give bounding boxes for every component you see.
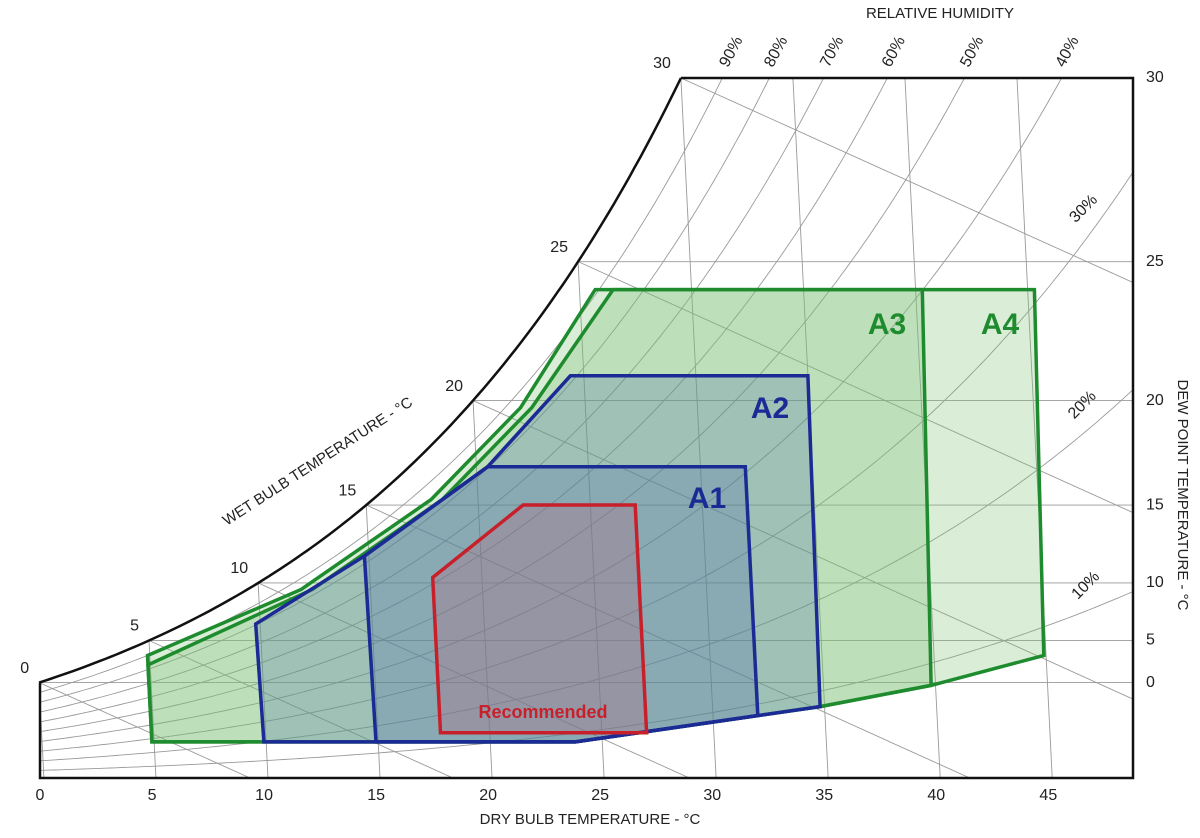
envelope-label: A4 (981, 308, 1020, 341)
rh-curve (39, 526, 1134, 773)
wet-bulb-label: 5 (130, 618, 139, 635)
y-tick-label: 30 (1146, 69, 1164, 86)
grid-line (1016, 78, 1053, 778)
wet-bulb-line (39, 682, 255, 778)
x-tick-label: 40 (927, 787, 945, 804)
x-tick-label: 35 (815, 787, 833, 804)
rh-label: 10% (1069, 568, 1104, 603)
x-tick-label: 10 (255, 787, 273, 804)
envelope (362, 465, 760, 744)
envelope-label: Recommended (478, 702, 607, 722)
wet-bulb-line (148, 640, 458, 778)
wet-bulb-label: 25 (550, 239, 568, 256)
wet-bulb-line (257, 582, 695, 778)
frame (38, 76, 1135, 780)
rh-label: 20% (1065, 388, 1100, 423)
rh-curve (39, 78, 1134, 756)
rh-curve (39, 78, 1134, 722)
wet-bulb-line (472, 400, 1134, 778)
y-tick-label: 5 (1146, 632, 1155, 649)
y-tick-label: 10 (1146, 574, 1164, 591)
rh-title: RELATIVE HUMIDITY (866, 5, 1014, 22)
wet-bulb-label: 15 (338, 482, 356, 499)
rh-curve (39, 78, 1134, 731)
rh-label: 30% (1066, 191, 1101, 226)
wet-bulb-line (577, 261, 1134, 778)
x-tick-label: 0 (36, 787, 45, 804)
rh-label: 50% (957, 34, 987, 70)
envelope-label: A1 (688, 482, 726, 515)
x-tick-label: 5 (148, 787, 157, 804)
wet-bulb-label: 20 (445, 378, 463, 395)
rh-curve (39, 78, 1134, 739)
y-tick-label: 25 (1146, 253, 1164, 270)
rh-label: 90% (716, 34, 746, 70)
rh-label: 70% (817, 34, 847, 70)
grid-line (257, 582, 269, 778)
grid-line (680, 78, 717, 778)
grid-line (577, 261, 605, 778)
envelope (430, 503, 649, 735)
rh-label: 80% (761, 34, 791, 70)
wet-bulb-label: 30 (653, 55, 671, 72)
x-tick-label: 15 (367, 787, 385, 804)
wet-bulb-label: 0 (20, 660, 29, 677)
y-tick-label: 15 (1146, 496, 1164, 513)
y-tick-label: 0 (1146, 674, 1155, 691)
rh-curve (39, 264, 1134, 764)
x-axis-title: DRY BULB TEMPERATURE - °C (480, 811, 701, 828)
y-axis-title: DEW POINT TEMPERATURE - °C (1174, 379, 1191, 610)
x-tick-label: 20 (479, 787, 497, 804)
y-tick-label: 20 (1146, 392, 1164, 409)
rh-label: 40% (1053, 34, 1083, 70)
saturation-curve (38, 77, 683, 684)
wet-bulb-line (680, 78, 1134, 778)
rh-curve (39, 78, 1134, 714)
wet-bulb-label: 10 (230, 560, 248, 577)
x-tick-label: 45 (1039, 787, 1057, 804)
grid-line (904, 78, 941, 778)
envelope-label: A2 (751, 392, 789, 425)
rh-label: 60% (879, 34, 909, 70)
rh-curve (39, 78, 1134, 747)
wet-bulb-title: WET BULB TEMPERATURE - °C (220, 394, 416, 530)
x-tick-label: 25 (591, 787, 609, 804)
x-tick-label: 30 (703, 787, 721, 804)
envelope-label: A3 (868, 308, 906, 341)
